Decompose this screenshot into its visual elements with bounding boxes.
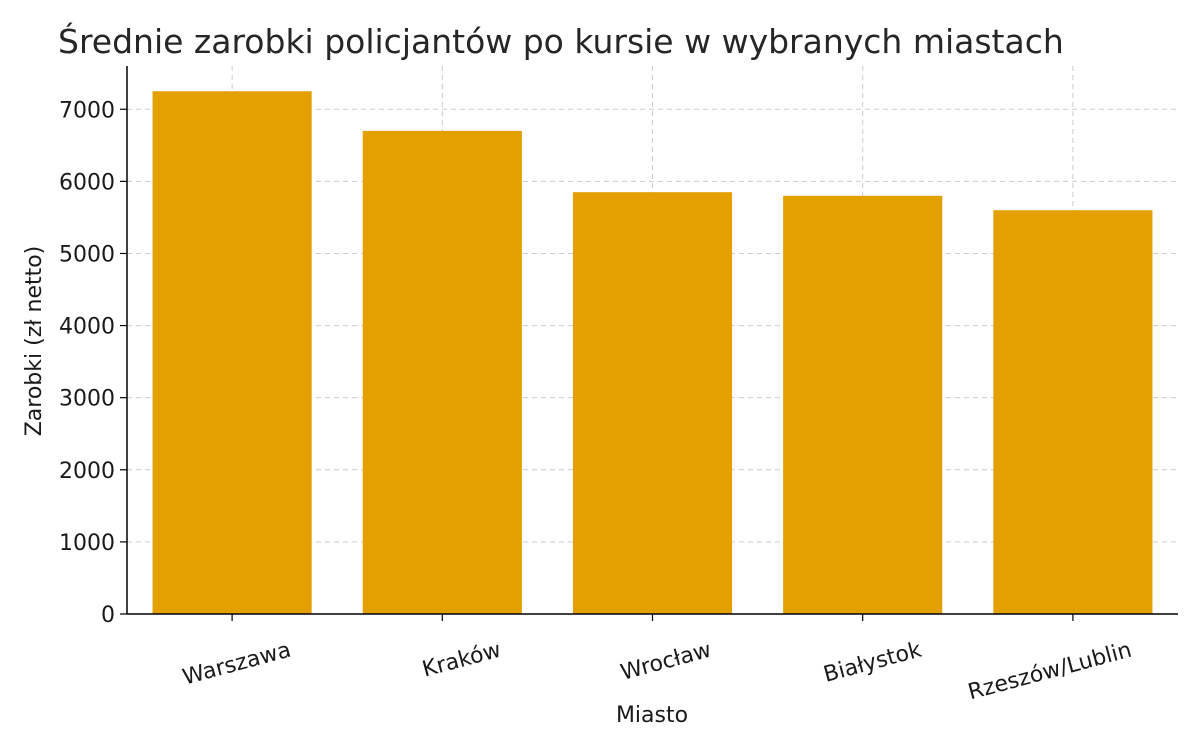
bars-layer — [152, 91, 1153, 615]
axes-layer — [120, 66, 1178, 621]
y-axis-label: Zarobki (zł netto) — [22, 246, 47, 437]
y-tick-label: 6000 — [59, 170, 115, 195]
y-tick-label: 3000 — [59, 387, 115, 412]
x-axis-label: Miasto — [616, 703, 688, 728]
y-tick-label: 2000 — [59, 459, 115, 484]
y-tick-label: 5000 — [59, 242, 115, 267]
x-tick-label: Wrocław — [618, 638, 714, 686]
x-tick-label: Kraków — [420, 638, 504, 683]
chart-title: Średnie zarobki policjantów po kursie w … — [58, 21, 1064, 61]
y-tick-label: 0 — [101, 603, 115, 628]
bar-kraków — [362, 130, 522, 615]
bar-rzeszów-lublin — [993, 210, 1153, 615]
x-tick-label: Rzeszów/Lublin — [966, 638, 1135, 706]
bar-warszawa — [152, 91, 312, 615]
bar-wrocław — [572, 192, 733, 614]
y-tick-label: 4000 — [59, 315, 115, 340]
y-tick-label: 1000 — [59, 531, 115, 556]
y-tick-label: 7000 — [59, 98, 115, 123]
bar-białystok — [783, 195, 943, 614]
x-tick-label: Warszawa — [180, 638, 294, 691]
x-tick-label: Białystok — [821, 638, 925, 688]
